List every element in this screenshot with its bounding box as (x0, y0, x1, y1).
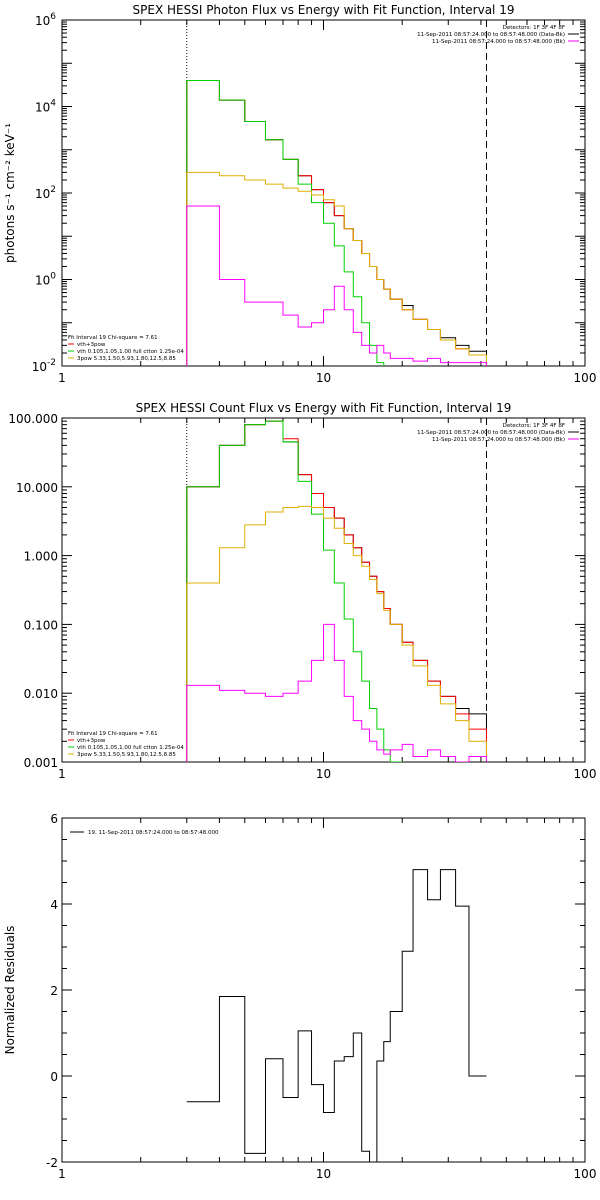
series-background-line (186, 623, 487, 762)
x-tick-label: 10 (316, 371, 331, 385)
x-tick-label: 10 (316, 767, 331, 781)
y-tick-label: 100 (35, 272, 56, 288)
series-thermal-line (186, 420, 403, 762)
y-tick-label: 0.010 (24, 687, 58, 701)
y-tick-exponent: -2 (47, 358, 56, 368)
x-tick-label: 100 (574, 1167, 597, 1181)
legend-entry: vth+3pow (77, 738, 106, 744)
y-tick-label: 106 (35, 12, 56, 28)
series-thermal-line (186, 79, 385, 366)
series-data-line (186, 79, 487, 366)
plot-frame (61, 417, 586, 763)
y-tick-exponent: 0 (50, 272, 56, 282)
legend-entry: vth 0.105,1.05,1.00 full ctton 1.25e-04 (77, 745, 184, 751)
legend-entry: 11-Sep-2011 08:57:24.000 to 08:57:48.000… (417, 430, 565, 436)
legend-entry: 3pow 5.33,1.50,5.93,1.80,12.5,8.85 (77, 752, 176, 758)
series-group (186, 420, 487, 762)
x-tick-label: 100 (574, 371, 597, 385)
y-tick-label: 0.100 (24, 618, 58, 632)
legend-entry: 11-Sep-2011 08:57:24.000 to 08:57:48.000… (432, 39, 565, 45)
y-tick-label: 4 (50, 898, 58, 912)
y-tick-label: 102 (35, 185, 56, 201)
chart-panel-2: SPEX HESSI Count Flux vs Energy with Fit… (8, 401, 596, 781)
legend-entry: Detectors: 1F 3F 4F 8F (503, 423, 565, 429)
legend-entry: Detectors: 1F 3F 4F 8F (503, 25, 565, 31)
y-tick-exponent: 2 (50, 185, 56, 195)
x-tick-label: 1 (58, 767, 66, 781)
y-tick-label: 104 (35, 99, 56, 115)
legend-entry: vth+3pow (77, 342, 106, 348)
series-group (186, 869, 487, 1162)
y-tick-label: 0 (50, 1070, 58, 1084)
y-tick-base: 10 (32, 360, 47, 374)
series-nonthermal-line (186, 505, 487, 762)
legend-entry: vth 0.105,1.05,1.00 full ctton 1.25e-04 (77, 349, 184, 355)
y-tick-exponent: 4 (50, 99, 56, 109)
y-tick-label: 10-2 (32, 358, 56, 374)
y-axis-label: photons s⁻¹ cm⁻² keV⁻¹ (3, 123, 17, 263)
y-tick-base: 10 (35, 187, 50, 201)
y-tick-label: 10.000 (16, 481, 58, 495)
y-tick-label: 6 (50, 812, 58, 826)
y-tick-base: 10 (35, 101, 50, 115)
x-tick-label: 100 (574, 767, 597, 781)
y-tick-base: 10 (35, 14, 50, 28)
series-residuals-line (186, 869, 487, 1162)
y-tick-label: -2 (46, 1156, 58, 1170)
legend-entry: 19. 11-Sep-2011 08:57:24.000 to 08:57:48… (88, 830, 219, 836)
y-tick-exponent: 6 (50, 12, 56, 22)
chart-panel-3: 1 10 100 -2 0 2 4 6 Normalized Residuals 19. 11-S… (3, 812, 596, 1181)
y-tick-base: 10 (35, 274, 50, 288)
legend-entry: 3pow 5.33,1.50,5.93,1.80,12.5,8.85 (77, 356, 176, 362)
x-tick-label: 10 (316, 1167, 331, 1181)
y-tick-label: 100.000 (8, 412, 58, 426)
series-nonthermal-line (186, 171, 487, 366)
x-tick-label: 1 (58, 371, 66, 385)
chart-panel-1: SPEX HESSI Photon Flux vs Energy with Fi… (3, 3, 597, 385)
series-group (186, 79, 487, 366)
y-tick-label: 0.001 (24, 756, 58, 770)
y-axis-label: Normalized Residuals (3, 926, 17, 1055)
series-total-line (186, 79, 487, 366)
series-total-line (186, 420, 487, 762)
series-data-line (186, 420, 487, 762)
x-tick-label: 1 (58, 1167, 66, 1181)
chart-title: SPEX HESSI Photon Flux vs Energy with Fi… (133, 3, 515, 17)
y-tick-label: 1.000 (24, 550, 58, 564)
y-tick-label: 2 (50, 984, 58, 998)
legend-entry: 11-Sep-2011 08:57:24.000 to 08:57:48.000… (417, 32, 565, 38)
series-background-line (186, 205, 487, 366)
chart-title: SPEX HESSI Count Flux vs Energy with Fit… (136, 401, 512, 415)
legend-entry: Fit Interval 19 Chi-square = 7.61 (68, 731, 158, 737)
legend-entry: 11-Sep-2011 08:57:24.000 to 08:57:48.000… (432, 437, 565, 443)
legend-entry: Fit Interval 19 Chi-square = 7.61 (68, 335, 158, 341)
